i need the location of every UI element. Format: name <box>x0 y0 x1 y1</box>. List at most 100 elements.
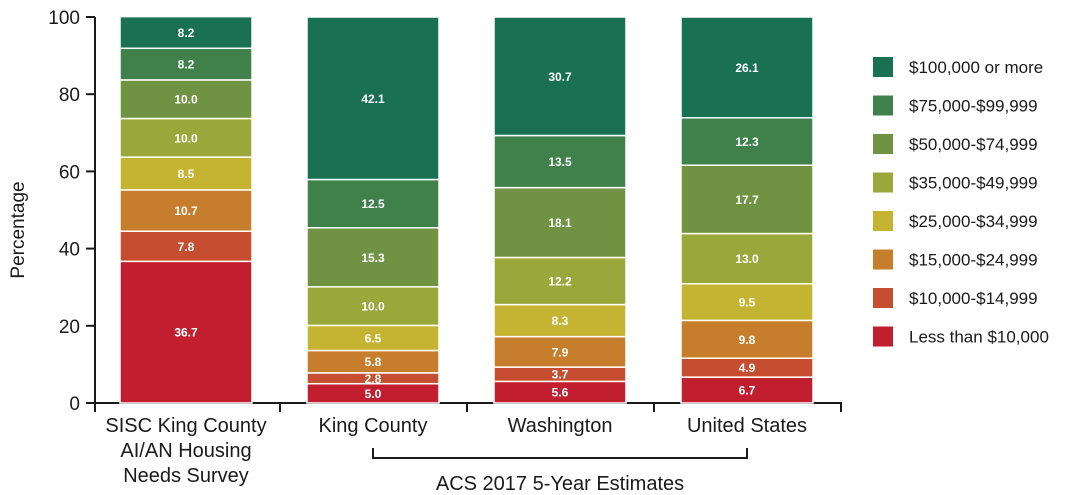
acs-group-bracket: ACS 2017 5-Year Estimates <box>372 448 748 495</box>
group-bracket-line <box>372 448 748 459</box>
bar-segment <box>119 15 253 50</box>
category-label: King County <box>319 415 428 437</box>
legend-swatch <box>873 134 893 154</box>
legend-item: $75,000-$99,999 <box>873 95 1038 116</box>
legend-swatch <box>873 57 893 77</box>
data-label: 8.5 <box>178 167 195 181</box>
data-label: 12.3 <box>735 135 759 149</box>
bar-segment <box>493 16 627 137</box>
legend-label: $25,000-$34,999 <box>909 212 1038 231</box>
bar-segment <box>680 282 814 322</box>
data-label: 12.2 <box>548 275 572 289</box>
data-label: 7.8 <box>178 240 195 254</box>
bar-segment <box>493 256 627 306</box>
data-label: 10.0 <box>174 131 198 145</box>
legend-item: $10,000-$14,999 <box>873 288 1038 308</box>
category-label: AI/AN Housing <box>120 440 251 462</box>
data-label: 5.0 <box>365 387 382 401</box>
bars: 36.7 7.8 10.7 8.5 10.0 10.0 8.2 8.2 5.02.8 5.8 6.5… <box>119 15 814 404</box>
data-label: 3.7 <box>552 368 569 382</box>
bar-segment <box>680 16 814 119</box>
legend-swatch <box>873 172 893 193</box>
legend-swatch <box>873 211 893 231</box>
bar-stack: 36.7 7.8 10.7 8.5 10.0 10.0 8.2 8.2 <box>119 15 253 404</box>
category-label: Washington <box>508 415 613 437</box>
bar-segment <box>493 134 627 189</box>
data-label: 36.7 <box>174 326 198 340</box>
data-label: 6.5 <box>365 331 382 345</box>
legend-label: $75,000-$99,999 <box>909 97 1038 116</box>
legend-label: Less than $10,000 <box>909 328 1049 347</box>
legend-label: $15,000-$24,999 <box>909 251 1038 270</box>
bar-segment <box>119 117 253 158</box>
legend-swatch <box>873 288 893 308</box>
legend-item: Less than $10,000 <box>873 326 1049 347</box>
legend-item: $35,000-$49,999 <box>873 172 1038 193</box>
y-tick-label: 60 <box>59 162 80 183</box>
y-tick-label: 80 <box>59 85 80 106</box>
legend-label: $10,000-$14,999 <box>909 289 1038 308</box>
bar-segment <box>306 324 440 352</box>
y-tick-label: 20 <box>59 317 80 338</box>
y-tick-label: 0 <box>69 394 80 415</box>
legend-swatch <box>873 249 893 270</box>
bar-segment <box>306 16 440 181</box>
bar-stack: 5.02.8 5.8 6.5 10.0 15.3 12.5 42.1 <box>306 16 440 404</box>
bar-segment <box>306 286 440 327</box>
data-label: 5.6 <box>552 386 569 400</box>
acs-group-label: ACS 2017 5-Year Estimates <box>436 473 684 495</box>
bar-stack: 6.7 4.9 9.8 9.5 13.0 17.7 12.3 26.1 <box>680 16 814 404</box>
legend-label: $100,000 or more <box>909 58 1043 77</box>
bar-segment <box>119 47 253 81</box>
data-label: 10.0 <box>174 93 198 107</box>
data-label: 26.1 <box>735 61 759 75</box>
y-axis-title: Percentage <box>8 181 29 278</box>
bar-segment <box>493 303 627 338</box>
legend-swatch <box>873 95 893 116</box>
bar-segment <box>306 178 440 229</box>
bar-segment <box>119 260 253 404</box>
x-axis-labels: SISC King County AI/AN Housing Needs Surve… <box>105 415 807 487</box>
data-label: 8.2 <box>178 58 195 72</box>
category-label: Needs Survey <box>123 465 249 487</box>
data-label: 6.7 <box>739 384 756 398</box>
data-label: 12.5 <box>361 197 385 211</box>
data-label: 7.9 <box>552 345 569 359</box>
data-label: 5.8 <box>365 355 382 369</box>
data-label: 13.5 <box>548 155 572 169</box>
legend-item: $50,000-$74,999 <box>873 134 1038 154</box>
legend-swatch <box>873 326 893 347</box>
data-label: 10.0 <box>361 300 385 314</box>
data-label: 10.7 <box>174 204 198 218</box>
y-tick-label: 100 <box>48 8 80 29</box>
bar-segment <box>119 156 253 191</box>
legend: $100,000 or more $75,000-$99,999 $50,000-$… <box>873 57 1049 347</box>
bar-segment <box>680 232 814 285</box>
legend-item: $25,000-$34,999 <box>873 211 1038 231</box>
data-label: 9.5 <box>739 296 756 310</box>
data-label: 8.2 <box>178 26 195 40</box>
bar-segment <box>119 189 253 232</box>
data-label: 9.8 <box>739 333 756 347</box>
category-label: SISC King County <box>105 415 266 437</box>
data-label: 8.3 <box>552 314 569 328</box>
data-label: 18.1 <box>548 216 572 230</box>
data-label: 17.7 <box>735 193 759 207</box>
bar-segment <box>680 376 814 404</box>
legend-label: $35,000-$49,999 <box>909 174 1038 193</box>
bar-segment <box>680 319 814 359</box>
data-label: 13.0 <box>735 252 759 266</box>
data-label: 15.3 <box>361 251 385 265</box>
data-label: 30.7 <box>548 70 572 84</box>
bar-segment <box>119 79 253 120</box>
bar-segment <box>493 186 627 259</box>
data-label: 42.1 <box>361 92 385 106</box>
bar-segment <box>306 227 440 288</box>
bar-segment <box>119 230 253 263</box>
legend-label: $50,000-$74,999 <box>909 135 1038 154</box>
data-label: 2.8 <box>365 372 382 386</box>
data-label: 4.9 <box>739 361 756 375</box>
legend-item: $15,000-$24,999 <box>873 249 1038 270</box>
bar-stack: 5.6 3.7 7.9 8.3 12.2 18.1 13.5 30.7 <box>493 16 627 404</box>
category-label: United States <box>687 415 807 437</box>
